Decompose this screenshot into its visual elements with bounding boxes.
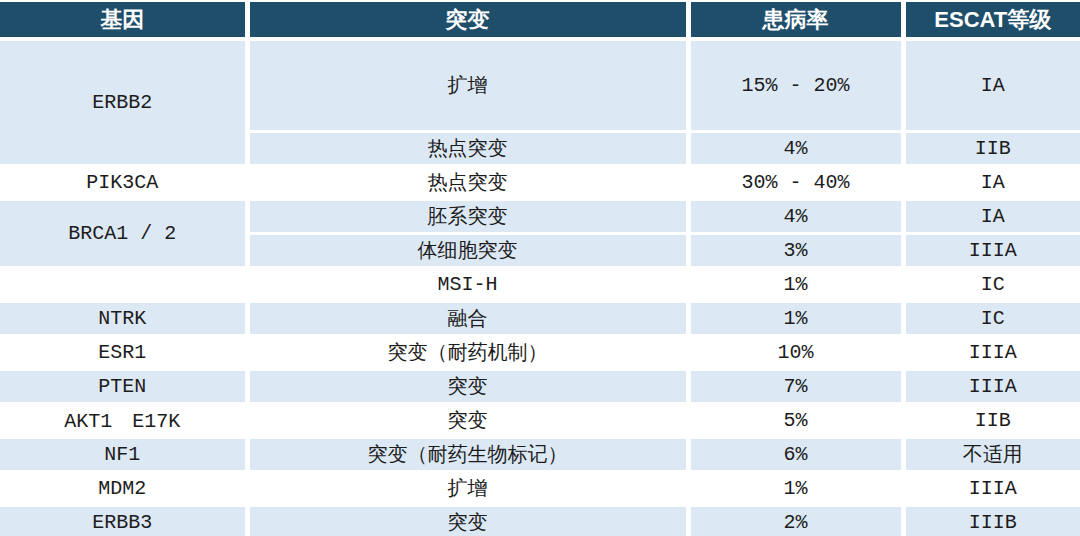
cell-gene: MDM2 xyxy=(0,471,247,505)
cell-mutation: 突变 xyxy=(247,369,688,403)
table-row: MDM2 扩增 1% IIIA xyxy=(0,471,1080,505)
cell-mutation: 扩增 xyxy=(247,39,688,131)
table-row: PTEN 突变 7% IIIA xyxy=(0,369,1080,403)
cell-prevalence: 6% xyxy=(688,437,903,471)
cell-mutation: 融合 xyxy=(247,301,688,335)
cell-escat: IA xyxy=(903,199,1080,233)
table-row: ERBB3 突变 2% IIIB xyxy=(0,505,1080,536)
cell-gene: PTEN xyxy=(0,369,247,403)
header-mutation: 突变 xyxy=(247,1,688,39)
cell-escat: IA xyxy=(903,39,1080,131)
table-row: BRCA1 / 2 胚系突变 4% IA xyxy=(0,199,1080,233)
cell-prevalence: 15% - 20% xyxy=(688,39,903,131)
cell-mutation: 扩增 xyxy=(247,471,688,505)
cell-prevalence: 10% xyxy=(688,335,903,369)
cell-gene: ESR1 xyxy=(0,335,247,369)
cell-mutation: 体细胞突变 xyxy=(247,233,688,267)
header-gene: 基因 xyxy=(0,1,247,39)
cell-escat: IIIA xyxy=(903,369,1080,403)
cell-prevalence: 1% xyxy=(688,471,903,505)
cell-escat: IIIA xyxy=(903,233,1080,267)
cell-prevalence: 4% xyxy=(688,199,903,233)
cell-escat: IIB xyxy=(903,131,1080,165)
cell-prevalence: 30% - 40% xyxy=(688,165,903,199)
table-row: NTRK 融合 1% IC xyxy=(0,301,1080,335)
cell-gene: AKT1 E17K xyxy=(0,403,247,437)
header-escat: ESCAT等级 xyxy=(903,1,1080,39)
cell-prevalence: 4% xyxy=(688,131,903,165)
cell-escat: IC xyxy=(903,267,1080,301)
cell-escat: IIIB xyxy=(903,505,1080,536)
cell-escat: IA xyxy=(903,165,1080,199)
cell-escat: IIIA xyxy=(903,471,1080,505)
table-row: AKT1 E17K 突变 5% IIB xyxy=(0,403,1080,437)
cell-gene: PIK3CA xyxy=(0,165,247,199)
cell-mutation: 突变 xyxy=(247,403,688,437)
cell-gene: NF1 xyxy=(0,437,247,471)
cell-gene: ERBB2 xyxy=(0,39,247,165)
cell-mutation: 突变（耐药生物标记） xyxy=(247,437,688,471)
header-prevalence: 患病率 xyxy=(688,1,903,39)
cell-prevalence: 3% xyxy=(688,233,903,267)
table-header: 基因 突变 患病率 ESCAT等级 xyxy=(0,1,1080,39)
cell-escat: 不适用 xyxy=(903,437,1080,471)
cell-prevalence: 1% xyxy=(688,301,903,335)
cell-escat: IIIA xyxy=(903,335,1080,369)
cell-gene: ERBB3 xyxy=(0,505,247,536)
cell-prevalence: 1% xyxy=(688,267,903,301)
table-row: ERBB2 扩增 15% - 20% IA xyxy=(0,39,1080,131)
table-body: ERBB2 扩增 15% - 20% IA 热点突变 4% IIB PIK3CA… xyxy=(0,39,1080,536)
table-row: PIK3CA 热点突变 30% - 40% IA xyxy=(0,165,1080,199)
cell-mutation: MSI-H xyxy=(247,267,688,301)
escat-gene-mutation-table: 基因 突变 患病率 ESCAT等级 ERBB2 扩增 15% - 20% IA … xyxy=(0,0,1080,536)
cell-gene xyxy=(0,267,247,301)
cell-escat: IC xyxy=(903,301,1080,335)
cell-gene: NTRK xyxy=(0,301,247,335)
table-row: NF1 突变（耐药生物标记） 6% 不适用 xyxy=(0,437,1080,471)
header-row: 基因 突变 患病率 ESCAT等级 xyxy=(0,1,1080,39)
cell-mutation: 胚系突变 xyxy=(247,199,688,233)
cell-prevalence: 7% xyxy=(688,369,903,403)
table-row: MSI-H 1% IC xyxy=(0,267,1080,301)
cell-prevalence: 2% xyxy=(688,505,903,536)
cell-mutation: 热点突变 xyxy=(247,131,688,165)
cell-mutation: 热点突变 xyxy=(247,165,688,199)
cell-mutation: 突变 xyxy=(247,505,688,536)
cell-mutation: 突变（耐药机制） xyxy=(247,335,688,369)
cell-gene: BRCA1 / 2 xyxy=(0,199,247,267)
cell-escat: IIB xyxy=(903,403,1080,437)
cell-prevalence: 5% xyxy=(688,403,903,437)
table-row: ESR1 突变（耐药机制） 10% IIIA xyxy=(0,335,1080,369)
